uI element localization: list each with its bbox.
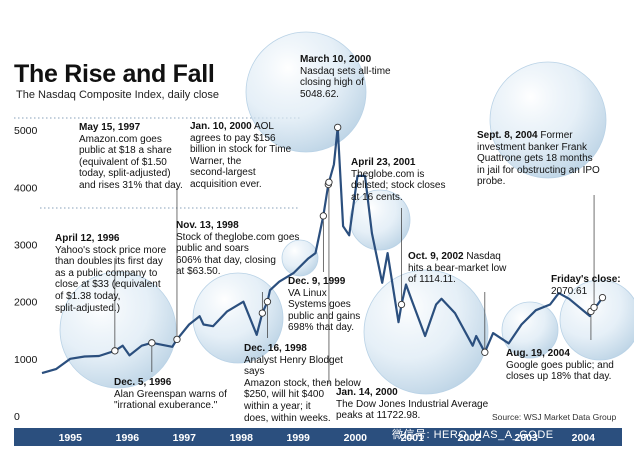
- page-title: The Rise and Fall: [14, 60, 215, 88]
- annotation-text: Yahoo's stock price more than doubles it…: [55, 244, 167, 314]
- annotation-va-linux: Dec. 9, 1999 VA Linux Systems goes public…: [288, 276, 383, 334]
- annotation-text: Google goes public; and closes up 18% th…: [506, 359, 614, 383]
- annotation-text: The Dow Jones Industrial Average peaks a…: [336, 398, 489, 422]
- event-marker: [590, 303, 598, 312]
- x-tick-label: 2000: [344, 432, 368, 444]
- y-tick-label: 3000: [14, 239, 38, 251]
- bubble-decoration: [281, 239, 319, 277]
- x-tick-label: 1997: [173, 432, 197, 444]
- x-tick-label: 1996: [116, 432, 140, 444]
- annotation-dow-peak: Jan. 14, 2000 The Dow Jones Industrial Av…: [336, 387, 496, 422]
- y-tick-label: 1000: [14, 354, 38, 366]
- x-tick-label: 1998: [230, 432, 254, 444]
- annotation-date: Oct. 9, 2002: [408, 251, 464, 262]
- annotation-date: Dec. 9, 1999: [288, 276, 346, 287]
- series-line: [41, 126, 604, 375]
- annotation-amazon-ipo: May 15, 1997 Amazon.com goes public at $1…: [79, 122, 204, 192]
- annotation-text: Analyst Henry Blodget says Amazon stock,…: [244, 354, 361, 424]
- annotation-date: April 12, 1996: [55, 233, 120, 244]
- annotation-text: Theglobe.com is delisted; stock closes a…: [351, 168, 446, 203]
- x-tick-label: 2001: [401, 432, 425, 444]
- annotation-text: Alan Greenspan warns of "irrational exub…: [114, 388, 227, 412]
- annotation-date: March 10, 2000: [300, 54, 372, 65]
- event-marker: [334, 123, 342, 132]
- annotation-text: Amazon.com goes public at $18 a share (e…: [79, 133, 183, 191]
- bubble-decoration: [59, 271, 177, 389]
- x-tick-label: 2004: [572, 432, 596, 444]
- annotation-date: Dec. 5, 1996: [114, 377, 172, 388]
- year-band: [14, 428, 622, 446]
- x-tick-label: 1999: [287, 432, 311, 444]
- x-tick-label: 2002: [458, 432, 482, 444]
- event-marker: [173, 335, 181, 344]
- annotation-date: Sept. 8, 2004: [477, 130, 538, 141]
- annotation-text: Nasdaq hits a bear-market low of 1114.11…: [408, 251, 507, 286]
- annotation-quattrone: Sept. 8, 2004 Former investment banker F…: [477, 130, 617, 188]
- event-marker: [319, 212, 327, 220]
- event-marker: [325, 178, 333, 186]
- annotation-date: April 23, 2001: [351, 157, 416, 168]
- annotation-theglobe-delisted: April 23, 2001 Theglobe.com is delisted; …: [351, 157, 466, 203]
- annotation-fridays-close: Friday's close: 2070.61: [551, 274, 631, 297]
- annotation-nasdaq-peak: March 10, 2000 Nasdaq sets all-time closi…: [300, 54, 410, 100]
- annotation-date: Friday's close:: [551, 274, 621, 285]
- y-tick-label: 5000: [14, 125, 38, 137]
- annotation-theglobe-ipo: Nov. 13, 1998 Stock of theglobe.com goes …: [176, 220, 301, 278]
- annotation-date: Nov. 13, 1998: [176, 220, 239, 231]
- event-marker: [263, 298, 272, 306]
- event-marker: [481, 348, 489, 356]
- annotation-greenspan: Dec. 5, 1996 Alan Greenspan warns of "irr…: [114, 377, 239, 412]
- annotation-aol: Jan. 10, 2000 AOL agrees to pay $156 bil…: [190, 121, 310, 191]
- page-subtitle: The Nasdaq Composite Index, daily close: [16, 89, 219, 101]
- x-tick-label: 1995: [59, 432, 83, 444]
- event-marker: [598, 293, 607, 302]
- annotation-date: Dec. 16, 1998: [244, 343, 307, 354]
- annotation-text: Nasdaq sets all-time closing high of 504…: [300, 65, 391, 100]
- annotation-text: Stock of theglobe.com goes public and so…: [176, 231, 300, 278]
- annotation-text: VA Linux Systems goes public and gains 6…: [288, 287, 361, 334]
- x-tick-label: 2003: [515, 432, 539, 444]
- bubble-decoration: [489, 61, 607, 179]
- bubble-decoration: [349, 189, 411, 251]
- y-tick-label: 0: [14, 411, 20, 423]
- event-marker: [148, 339, 156, 347]
- event-marker: [111, 347, 119, 355]
- annotation-text: AOL agrees to pay $156 billion in stock …: [190, 121, 292, 190]
- event-marker: [397, 300, 406, 309]
- bubble-decoration: [192, 272, 284, 364]
- annotation-text: 2070.61: [551, 285, 588, 297]
- event-marker: [258, 309, 266, 317]
- annotation-yahoo: April 12, 1996 Yahoo's stock price more t…: [55, 233, 180, 314]
- bubble-decoration: [559, 279, 634, 361]
- annotation-text: Former investment banker Frank Quattrone…: [477, 130, 600, 188]
- y-tick-label: 4000: [14, 182, 38, 194]
- annotation-bear-low: Oct. 9, 2002 Nasdaq hits a bear-market l…: [408, 251, 508, 286]
- annotation-date: Jan. 10, 2000: [190, 121, 252, 132]
- annotation-google-ipo: Aug. 19, 2004 Google goes public; and clo…: [506, 348, 631, 383]
- annotation-date: Jan. 14, 2000: [336, 387, 398, 398]
- annotation-date: Aug. 19, 2004: [506, 348, 570, 359]
- bubble-decoration: [245, 31, 367, 153]
- y-tick-label: 2000: [14, 297, 38, 309]
- annotation-date: May 15, 1997: [79, 122, 141, 133]
- bubble-decoration: [501, 301, 559, 359]
- source-note: Source: WSJ Market Data Group: [492, 412, 617, 422]
- annotation-blodget: Dec. 16, 1998 Analyst Henry Blodget says …: [244, 343, 364, 424]
- watermark: 微信号: HERO_HAS_A_GODE: [392, 429, 554, 441]
